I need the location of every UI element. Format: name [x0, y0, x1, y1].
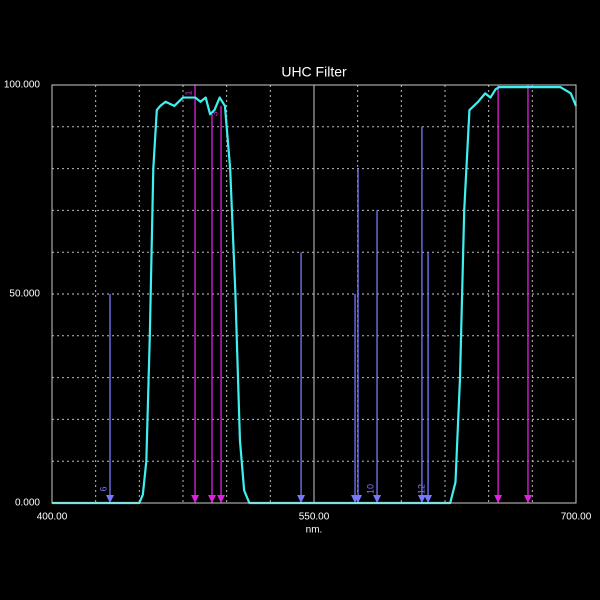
spectral-arrow: [523, 495, 532, 503]
spectral-arrow: [494, 495, 503, 503]
x-tick-label: 550.00: [299, 512, 330, 523]
spectral-line-label: 1: [183, 90, 193, 95]
spectral-arrow: [217, 495, 226, 503]
spectral-line-label: 12: [416, 484, 426, 494]
spectral-arrow: [424, 495, 433, 503]
plot-frame: [51, 84, 577, 504]
transmission-curve: [52, 85, 578, 505]
spectral-arrow: [373, 495, 382, 503]
y-tick-label: 100.000: [4, 80, 41, 91]
spectral-arrow: [354, 495, 363, 503]
spectral-arrow: [297, 495, 306, 503]
spectral-arrow: [191, 495, 200, 503]
y-tick-label: 0.000: [15, 498, 40, 509]
x-tick-label: 700.00: [561, 512, 592, 523]
chart-title: UHC Filter: [281, 64, 347, 80]
spectral-arrow: [417, 495, 426, 503]
x-tick-label: 400.00: [37, 512, 68, 523]
spectral-line-label: 3: [209, 111, 219, 116]
spectral-arrow: [207, 495, 216, 503]
spectral-line-label: 10: [365, 484, 375, 494]
spectral-arrow: [105, 495, 114, 503]
y-tick-label: 50.000: [9, 289, 40, 300]
x-axis-label: nm.: [306, 525, 323, 536]
spectral-line-label: 6: [98, 486, 108, 491]
